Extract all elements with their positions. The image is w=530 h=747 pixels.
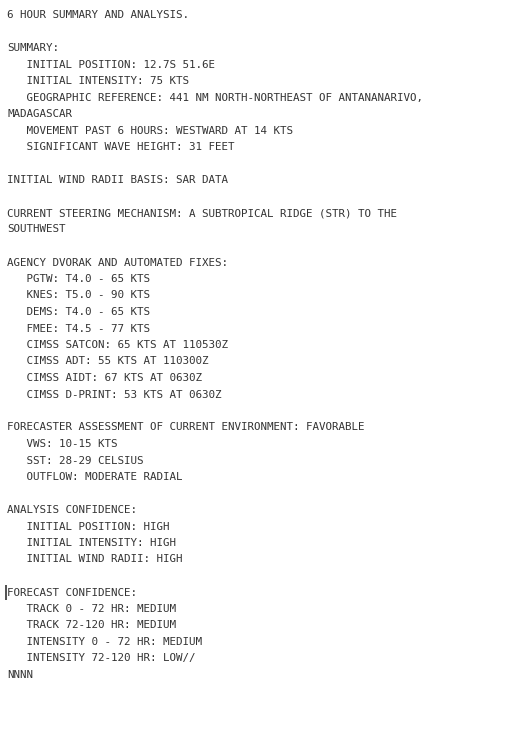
Text: INTENSITY 72-120 HR: LOW//: INTENSITY 72-120 HR: LOW// <box>7 654 196 663</box>
Text: SOUTHWEST: SOUTHWEST <box>7 225 66 235</box>
Text: INITIAL WIND RADII BASIS: SAR DATA: INITIAL WIND RADII BASIS: SAR DATA <box>7 175 228 185</box>
Text: INITIAL INTENSITY: 75 KTS: INITIAL INTENSITY: 75 KTS <box>7 76 189 86</box>
Text: CURRENT STEERING MECHANISM: A SUBTROPICAL RIDGE (STR) TO THE: CURRENT STEERING MECHANISM: A SUBTROPICA… <box>7 208 397 218</box>
Text: MOVEMENT PAST 6 HOURS: WESTWARD AT 14 KTS: MOVEMENT PAST 6 HOURS: WESTWARD AT 14 KT… <box>7 125 293 135</box>
Text: TRACK 72-120 HR: MEDIUM: TRACK 72-120 HR: MEDIUM <box>7 621 176 630</box>
Text: CIMSS SATCON: 65 KTS AT 110530Z: CIMSS SATCON: 65 KTS AT 110530Z <box>7 340 228 350</box>
Text: INITIAL WIND RADII: HIGH: INITIAL WIND RADII: HIGH <box>7 554 182 565</box>
Text: GEOGRAPHIC REFERENCE: 441 NM NORTH-NORTHEAST OF ANTANANARIVO,: GEOGRAPHIC REFERENCE: 441 NM NORTH-NORTH… <box>7 93 423 102</box>
Text: FORECAST CONFIDENCE:: FORECAST CONFIDENCE: <box>7 587 137 598</box>
Text: 6 HOUR SUMMARY AND ANALYSIS.: 6 HOUR SUMMARY AND ANALYSIS. <box>7 10 189 20</box>
Text: DEMS: T4.0 - 65 KTS: DEMS: T4.0 - 65 KTS <box>7 307 150 317</box>
Text: TRACK 0 - 72 HR: MEDIUM: TRACK 0 - 72 HR: MEDIUM <box>7 604 176 614</box>
Text: PGTW: T4.0 - 65 KTS: PGTW: T4.0 - 65 KTS <box>7 274 150 284</box>
Text: CIMSS D-PRINT: 53 KTS AT 0630Z: CIMSS D-PRINT: 53 KTS AT 0630Z <box>7 389 222 400</box>
Text: SST: 28-29 CELSIUS: SST: 28-29 CELSIUS <box>7 456 144 465</box>
Text: KNES: T5.0 - 90 KTS: KNES: T5.0 - 90 KTS <box>7 291 150 300</box>
Text: SUMMARY:: SUMMARY: <box>7 43 59 53</box>
Text: OUTFLOW: MODERATE RADIAL: OUTFLOW: MODERATE RADIAL <box>7 472 182 482</box>
Text: FMEE: T4.5 - 77 KTS: FMEE: T4.5 - 77 KTS <box>7 323 150 333</box>
Text: INITIAL POSITION: 12.7S 51.6E: INITIAL POSITION: 12.7S 51.6E <box>7 60 215 69</box>
Text: CIMSS ADT: 55 KTS AT 110300Z: CIMSS ADT: 55 KTS AT 110300Z <box>7 356 208 367</box>
Text: NNNN: NNNN <box>7 670 33 680</box>
Text: INTENSITY 0 - 72 HR: MEDIUM: INTENSITY 0 - 72 HR: MEDIUM <box>7 637 202 647</box>
Text: CIMSS AIDT: 67 KTS AT 0630Z: CIMSS AIDT: 67 KTS AT 0630Z <box>7 373 202 383</box>
Text: SIGNIFICANT WAVE HEIGHT: 31 FEET: SIGNIFICANT WAVE HEIGHT: 31 FEET <box>7 142 234 152</box>
Text: FORECASTER ASSESSMENT OF CURRENT ENVIRONMENT: FAVORABLE: FORECASTER ASSESSMENT OF CURRENT ENVIRON… <box>7 423 365 433</box>
Text: VWS: 10-15 KTS: VWS: 10-15 KTS <box>7 439 118 449</box>
Text: INITIAL INTENSITY: HIGH: INITIAL INTENSITY: HIGH <box>7 538 176 548</box>
Text: AGENCY DVORAK AND AUTOMATED FIXES:: AGENCY DVORAK AND AUTOMATED FIXES: <box>7 258 228 267</box>
Text: MADAGASCAR: MADAGASCAR <box>7 109 72 119</box>
Text: ANALYSIS CONFIDENCE:: ANALYSIS CONFIDENCE: <box>7 505 137 515</box>
Text: INITIAL POSITION: HIGH: INITIAL POSITION: HIGH <box>7 521 170 532</box>
